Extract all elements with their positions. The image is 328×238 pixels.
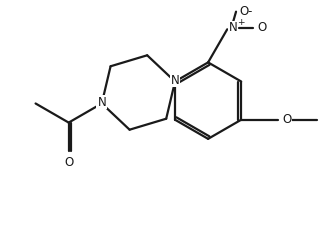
Text: O: O	[240, 5, 249, 18]
Text: O: O	[282, 113, 291, 126]
Text: O: O	[64, 156, 73, 169]
Text: N: N	[97, 95, 106, 109]
Text: +: +	[237, 18, 245, 27]
Text: N: N	[229, 21, 237, 34]
Text: N: N	[171, 74, 179, 87]
Text: -: -	[248, 5, 252, 18]
Text: O: O	[257, 21, 267, 34]
